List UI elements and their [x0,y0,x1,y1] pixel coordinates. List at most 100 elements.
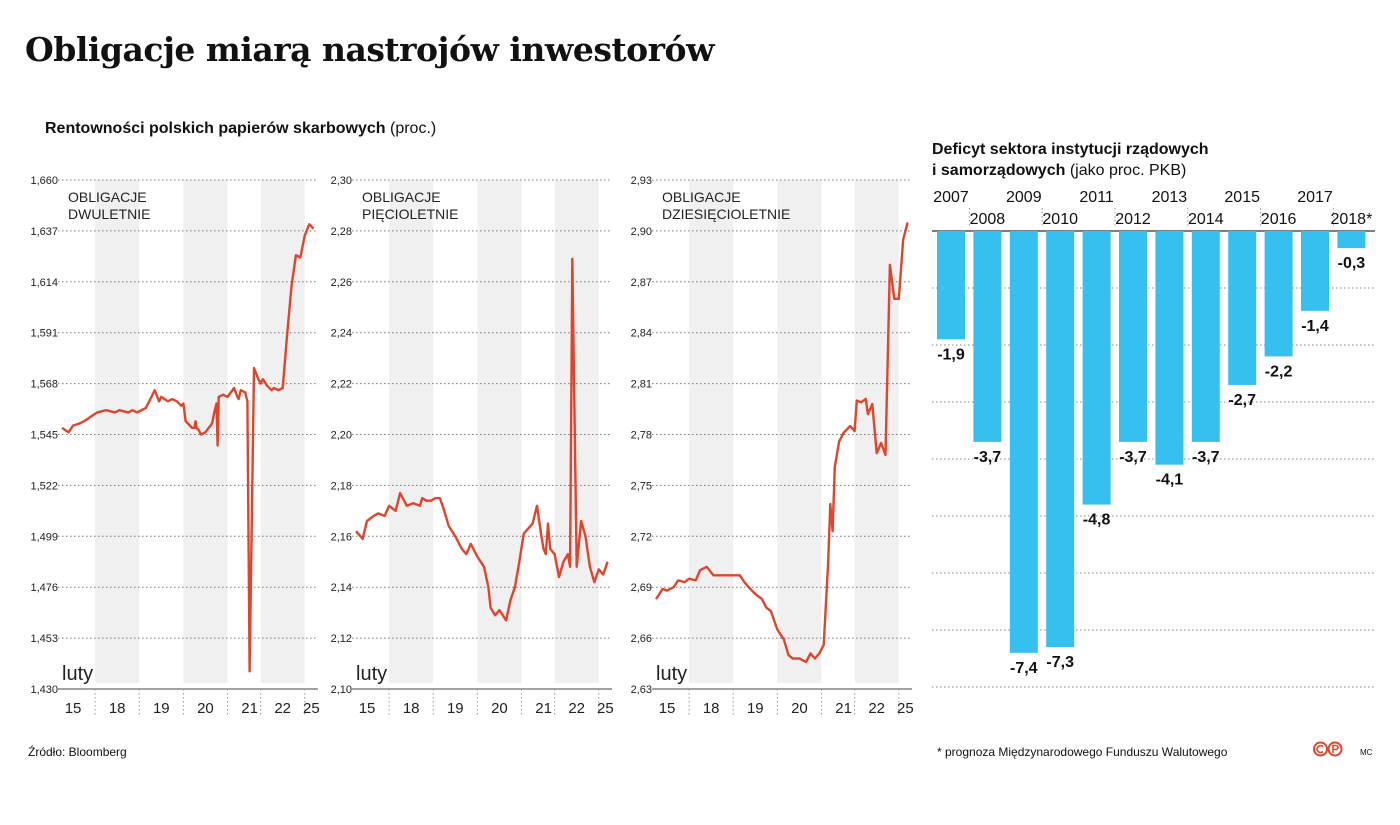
bar-chart-heading: Deficyt sektora instytucji rządowych i s… [932,139,1209,181]
bar-year-label: 2012 [1115,211,1151,228]
panel1-title-line: OBLIGACJE [68,189,147,205]
bar-value-label: -2,7 [1228,392,1256,409]
panel1-month-label: luty [62,663,93,685]
panel2-x-tick-label: 21 [535,700,552,717]
panel3-y-tick-label: 2,72 [631,531,652,543]
bar-year-label: 2010 [1042,211,1078,228]
page-title: Obligacje miarą nastrojów inwestorów [25,30,714,69]
panel3-y-tick-label: 2,75 [631,480,652,492]
panel3-y-tick-label: 2,63 [631,684,652,696]
bar-value-label: -0,3 [1338,255,1366,272]
panel1-x-tick-label: 21 [241,700,258,717]
panel2-day-band-1 [389,180,434,683]
panel3-y-tick-label: 2,93 [631,175,652,187]
panel2-title-line: PIĘCIOLETNIE [362,206,458,222]
panel1-day-band-1 [95,180,140,683]
panel2-y-tick-label: 2,22 [331,379,352,391]
panel1-x-tick-label: 20 [197,700,214,717]
panel2-x-tick-label: 15 [359,700,376,717]
deficit-bar [1009,231,1038,653]
panel2-y-tick-label: 2,26 [331,277,352,289]
bar-chart-heading-line1: Deficyt sektora instytucji rządowych [932,141,1209,158]
line-charts-heading-unit: (proc.) [389,120,437,137]
panel2-x-tick-label: 22 [568,700,585,717]
panel3-y-tick-label: 2,78 [631,430,652,442]
panel3-x-tick-label: 19 [747,700,764,717]
bar-year-label: 2013 [1152,189,1188,206]
line-charts-heading: Rentowności polskich papierów skarbowych… [45,120,436,138]
panel2-day-band-2 [477,180,522,683]
panel2-x-tick-label: 19 [447,700,464,717]
forecast-footnote: * prognoza Międzynarodowego Funduszu Wal… [937,745,1228,759]
panel2-x-tick-label: 18 [403,700,420,717]
bar-value-label: -3,7 [1119,449,1147,466]
panel1-x-tick-label: 25 [303,700,320,717]
panel2-y-tick-label: 2,12 [331,633,352,645]
panel1-y-tick-label: 1,660 [30,175,58,187]
bar-year-label: 2014 [1188,211,1224,228]
panel3-day-band-1 [689,180,734,683]
panel1-y-tick-label: 1,591 [30,328,58,340]
panel2-y-tick-label: 2,18 [331,480,352,492]
panel1-day-band-3 [260,180,305,683]
panel2-y-tick-label: 2,28 [331,226,352,238]
bar-year-label: 2017 [1297,189,1333,206]
panel2-x-tick-label: 20 [491,700,508,717]
panel3-day-band-3 [854,180,899,683]
panel3-y-tick-label: 2,87 [631,277,652,289]
panel3-title-line: DZIESIĘCIOLETNIE [662,206,790,222]
panel3-y-tick-label: 2,81 [631,379,652,391]
panel1-x-tick-label: 18 [109,700,126,717]
panel1-y-tick-label: 1,614 [30,277,58,289]
deficit-bar [1337,231,1366,249]
panel3-y-tick-label: 2,69 [631,582,652,594]
bar-year-label: 2016 [1261,211,1297,228]
deficit-bar [1301,231,1329,311]
panel1-y-tick-label: 1,453 [30,633,58,645]
panel3-y-tick-label: 2,66 [631,633,652,645]
panel3-title-line: OBLIGACJE [662,189,741,205]
bar-value-label: -2,2 [1265,363,1293,380]
line-charts-heading-bold: Rentowności polskich papierów skarbowych [45,120,386,137]
deficit-bar [1264,231,1293,357]
deficit-bar [1191,231,1220,442]
panel3-day-band-2 [777,180,822,683]
panel2-y-tick-label: 2,20 [331,430,352,442]
panel1-y-tick-label: 1,545 [30,430,58,442]
deficit-bar [1082,231,1111,505]
panel3-x-tick-label: 18 [703,700,720,717]
deficit-bar [937,231,965,340]
panel2-y-tick-label: 2,14 [331,582,352,594]
source-note: Źródło: Bloomberg [28,745,127,759]
author-initials: MC [1360,748,1373,757]
bar-value-label: -3,7 [1192,449,1220,466]
panel2-month-label: luty [356,663,387,685]
bar-value-label: -7,4 [1010,660,1038,677]
deficit-bar [973,231,1002,442]
panel1-x-tick-label: 15 [65,700,82,717]
bar-year-label: 2011 [1079,189,1114,206]
panel1-y-tick-label: 1,476 [30,582,58,594]
panel2-y-tick-label: 2,10 [331,684,352,696]
panel2-title-line: OBLIGACJE [362,189,441,205]
bar-chart-heading-line2: i samorządowych [932,162,1066,179]
panel2-x-tick-label: 25 [597,700,614,717]
deficit-bar [1046,231,1075,648]
panel3-x-tick-label: 15 [659,700,676,717]
bar-value-label: -4,8 [1083,512,1111,529]
panel3-yield-line [654,222,909,664]
bar-year-label: 2018* [1330,211,1372,228]
bar-year-label: 2015 [1224,189,1260,206]
panel3-x-tick-label: 21 [835,700,852,717]
panel3-month-label: luty [656,663,687,685]
panel1-x-tick-label: 22 [274,700,291,717]
panel1-y-tick-label: 1,568 [30,379,58,391]
panel2-yield-line [355,257,609,622]
deficit-bar [1155,231,1184,465]
deficit-bar [1119,231,1147,442]
panel3-x-tick-label: 22 [868,700,885,717]
bar-year-label: 2007 [933,189,969,206]
panel1-x-tick-label: 19 [153,700,170,717]
bar-year-label: 2009 [1006,189,1042,206]
